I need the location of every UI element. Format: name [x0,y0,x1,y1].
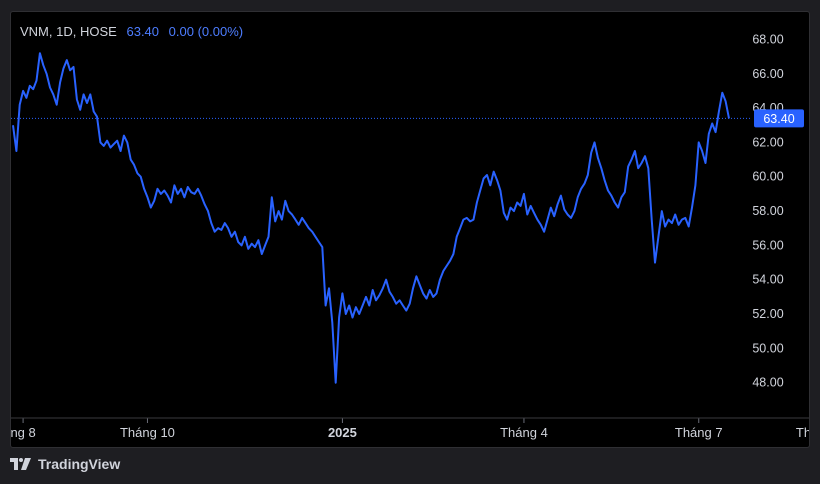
symbol-ticker: VNM [20,24,49,39]
tradingview-brand-name: TradingView [38,456,121,472]
interval-label: 1D [56,24,73,39]
y-tick-label: 50.00 [752,341,783,355]
exchange-label: HOSE [80,24,117,39]
symbol-separator: , [48,24,53,39]
x-tick-label: Tháng 10 [120,425,175,440]
x-tick-label: Tháng 4 [500,425,548,440]
symbol-header: VNM, 1D, HOSE 63.40 0.00 (0.00%) [20,24,249,39]
y-tick-label: 60.00 [752,170,783,184]
y-tick-label: 52.00 [752,307,783,321]
chart-panel[interactable]: 48.00 50.00 52.00 54.00 56.00 58.00 60.00 62.00… [10,11,810,448]
y-tick-label: 58.00 [752,204,783,218]
y-axis: 48.00 50.00 52.00 54.00 56.00 58.00 60.00 62.00… [752,32,783,389]
tradingview-branding[interactable]: TradingView [10,456,120,472]
last-price: 63.40 [126,24,160,39]
y-tick-label: 68.00 [752,32,783,46]
y-tick-label: 62.00 [752,135,783,149]
x-tick-label: Tháng 9 [796,425,809,440]
price-chart[interactable]: 48.00 50.00 52.00 54.00 56.00 58.00 60.00 62.00… [11,12,809,447]
y-tick-label: 48.00 [752,376,783,390]
current-price-tag: 63.40 [754,109,804,128]
x-tick-label: 2025 [328,425,357,440]
x-tick-label: Tháng 7 [675,425,723,440]
y-tick-label: 54.00 [752,273,783,287]
y-tick-label: 66.00 [752,67,783,81]
x-tick-label: ng 8 [11,425,36,440]
price-series-line [12,52,730,384]
price-change: 0.00 (0.00%) [168,24,244,39]
tradingview-logo-icon [10,458,31,470]
symbol-label: VNM, 1D, HOSE [20,24,117,39]
y-tick-label: 56.00 [752,238,783,252]
interval-separator: , [72,24,77,39]
current-price-tag-label: 63.40 [763,112,794,126]
